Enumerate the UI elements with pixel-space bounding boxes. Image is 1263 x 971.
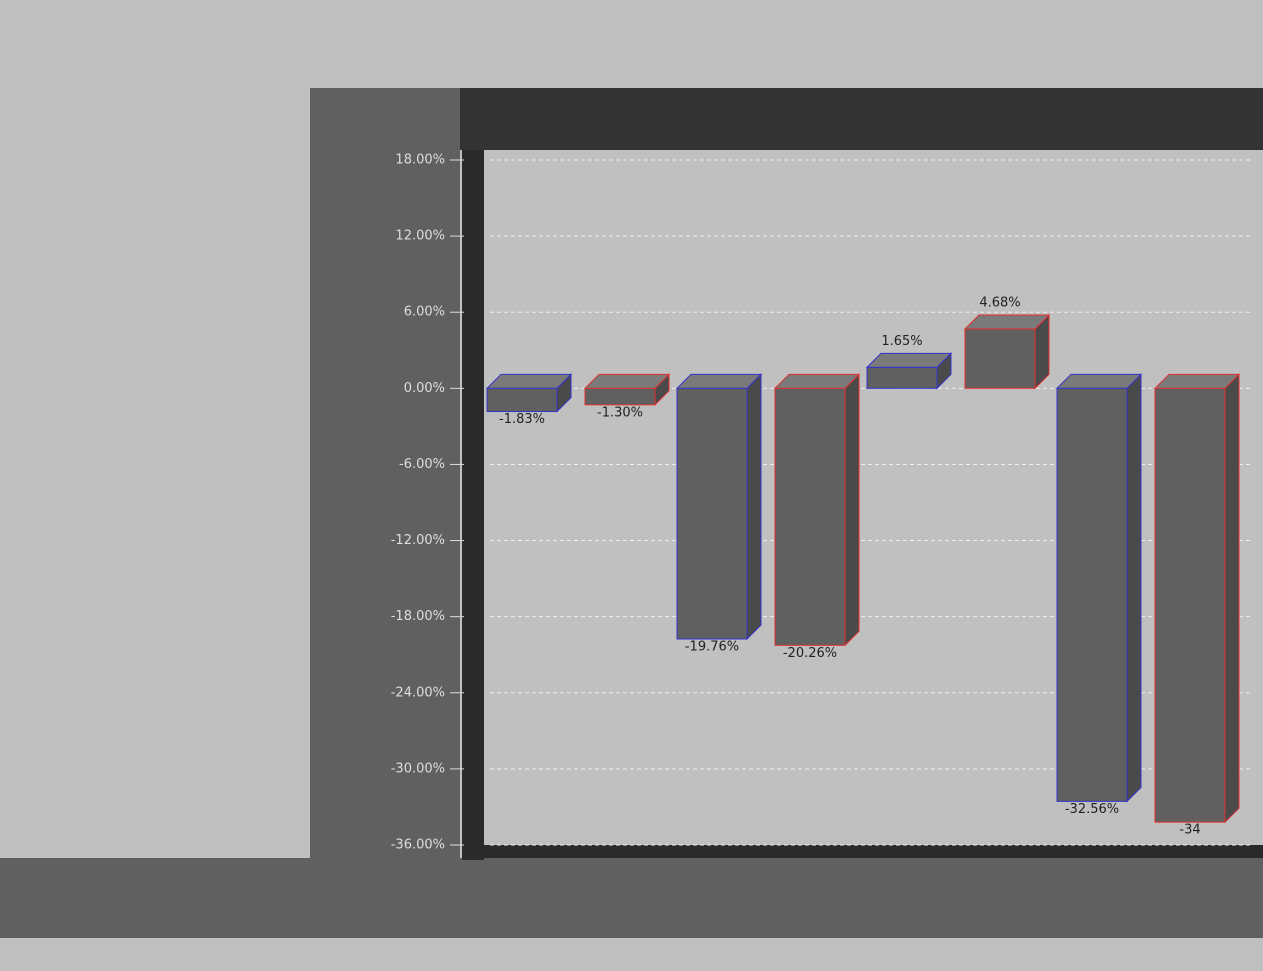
x-axis-panel xyxy=(0,858,1263,938)
bar-top xyxy=(773,373,861,389)
bar xyxy=(964,328,1036,389)
bar-top xyxy=(1055,373,1143,389)
bar-side xyxy=(1224,373,1240,824)
bar xyxy=(774,387,846,646)
bar-top xyxy=(865,352,953,368)
axis-wall xyxy=(462,150,484,860)
bar-side xyxy=(746,373,762,641)
value-label: -32.56% xyxy=(1065,802,1119,817)
bar-side xyxy=(844,373,860,647)
y-tick-label: -18.00% xyxy=(391,609,445,624)
bar xyxy=(1154,387,1226,823)
bar xyxy=(676,387,748,640)
value-label: 4.68% xyxy=(979,295,1020,310)
bar xyxy=(866,366,938,389)
y-tick-label: 18.00% xyxy=(395,153,445,168)
bar xyxy=(486,387,558,413)
axis-panel xyxy=(310,88,460,858)
bar-top xyxy=(583,373,671,389)
floor xyxy=(484,845,1263,858)
y-tick-label: -36.00% xyxy=(391,838,445,853)
value-label: -1.30% xyxy=(597,405,643,420)
bar-top xyxy=(675,373,763,389)
value-label: -19.76% xyxy=(685,639,739,654)
bar-top xyxy=(1153,373,1241,389)
bar-top xyxy=(963,314,1051,330)
y-tick-label: 0.00% xyxy=(404,381,445,396)
y-tick-label: -12.00% xyxy=(391,533,445,548)
value-label: 1.65% xyxy=(881,334,922,349)
y-tick-label: 12.00% xyxy=(395,229,445,244)
bar-side xyxy=(1126,373,1142,803)
y-tick-label: -6.00% xyxy=(399,457,445,472)
top-strip xyxy=(460,88,1263,150)
bar xyxy=(584,387,656,406)
y-tick-label: -30.00% xyxy=(391,761,445,776)
value-label: -1.83% xyxy=(499,412,545,427)
bar xyxy=(1056,387,1128,802)
value-label: -20.26% xyxy=(783,646,837,661)
y-tick-label: -24.00% xyxy=(391,685,445,700)
bar-top xyxy=(485,373,573,389)
value-label: -34 xyxy=(1179,823,1200,838)
y-tick-label: 6.00% xyxy=(404,305,445,320)
